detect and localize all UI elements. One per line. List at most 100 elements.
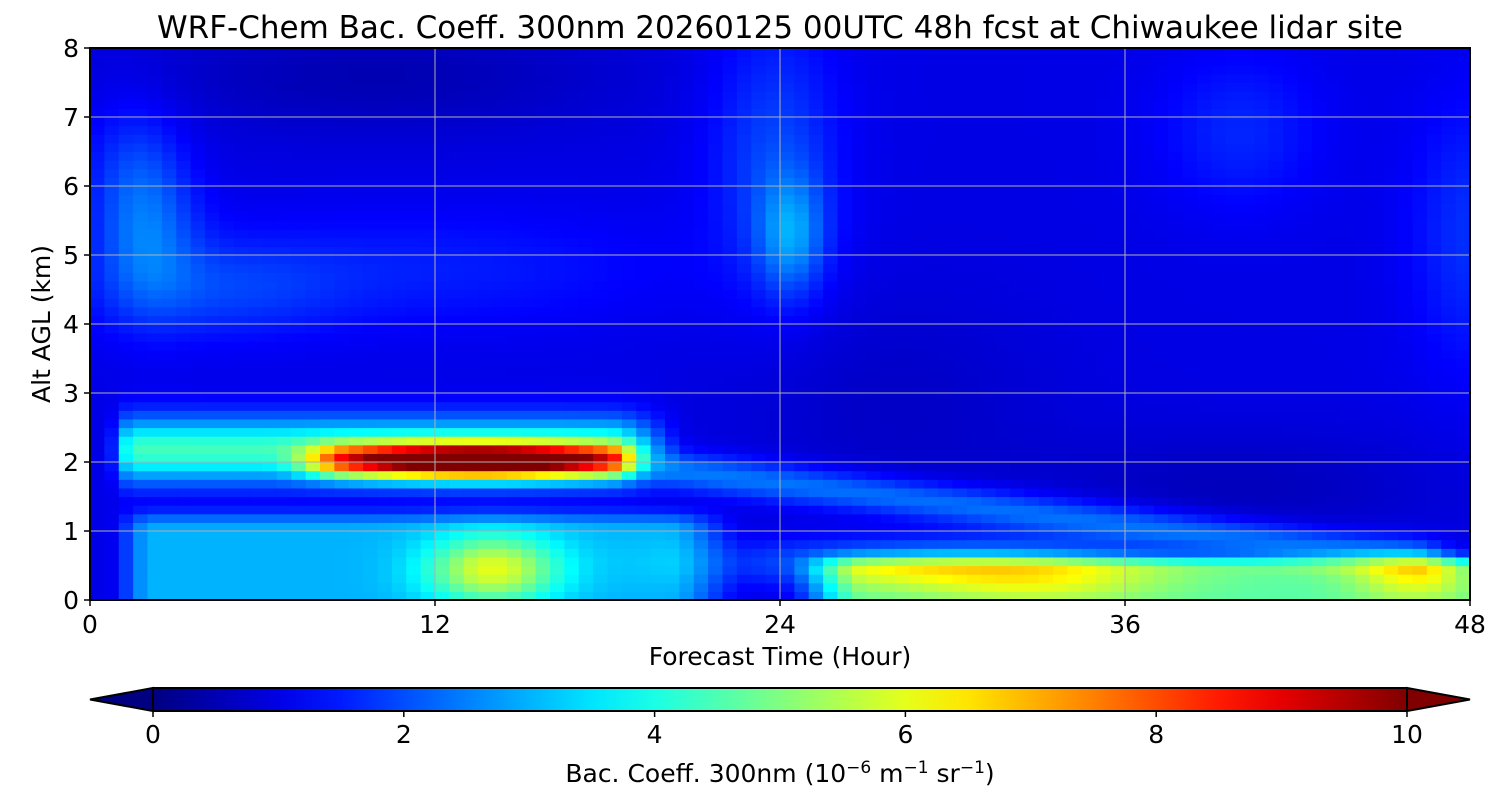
heatmap-cell xyxy=(334,487,350,498)
heatmap-cell xyxy=(1153,565,1169,575)
heatmap-cell xyxy=(377,280,393,291)
heatmap-cell xyxy=(291,358,307,368)
heatmap-cell xyxy=(880,522,896,532)
heatmap-cell xyxy=(1038,539,1054,549)
heatmap-cell xyxy=(995,272,1011,282)
heatmap-cell xyxy=(104,332,120,342)
heatmap-cell xyxy=(938,263,954,273)
heatmap-cell xyxy=(722,82,738,92)
heatmap-cell xyxy=(952,211,968,222)
heatmap-cell xyxy=(780,358,795,368)
heatmap-cell xyxy=(535,194,551,204)
heatmap-cell xyxy=(1139,117,1155,127)
heatmap-cell xyxy=(794,99,810,109)
heatmap-cell xyxy=(262,522,278,532)
heatmap-cell xyxy=(291,125,307,135)
heatmap-cell xyxy=(995,367,1011,377)
heatmap-cell xyxy=(751,255,767,265)
heatmap-cell xyxy=(435,487,450,498)
heatmap-cell xyxy=(794,289,810,299)
heatmap-cell xyxy=(320,255,335,265)
heatmap-cell xyxy=(248,246,264,256)
heatmap-cell xyxy=(923,229,939,239)
heatmap-cell xyxy=(463,186,479,196)
heatmap-cell xyxy=(1067,384,1083,394)
heatmap-cell xyxy=(1182,229,1198,239)
heatmap-cell xyxy=(938,315,954,325)
heatmap-cell xyxy=(118,531,134,541)
heatmap-cell xyxy=(895,393,910,403)
heatmap-cell xyxy=(607,186,623,196)
heatmap-cell xyxy=(478,289,494,299)
heatmap-cell xyxy=(636,117,652,127)
heatmap-cell xyxy=(248,418,264,429)
heatmap-cell xyxy=(506,134,522,144)
heatmap-cell xyxy=(751,427,767,437)
heatmap-cell xyxy=(708,151,724,161)
heatmap-cell xyxy=(636,591,652,600)
heatmap-cell xyxy=(1010,142,1025,153)
heatmap-cell xyxy=(1010,168,1025,178)
heatmap-cell xyxy=(550,332,565,342)
heatmap-cell xyxy=(334,56,350,66)
heatmap-cell xyxy=(981,496,997,506)
heatmap-cell xyxy=(823,125,839,135)
heatmap-cell xyxy=(880,56,896,66)
heatmap-cell xyxy=(708,324,724,334)
heatmap-cell xyxy=(895,125,910,135)
heatmap-cell xyxy=(320,203,335,213)
heatmap-cell xyxy=(449,565,465,575)
heatmap-cell xyxy=(1096,591,1112,600)
heatmap-cell xyxy=(1096,194,1112,204)
heatmap-cell xyxy=(161,160,177,170)
heatmap-cell xyxy=(550,418,565,429)
heatmap-cell xyxy=(679,246,695,256)
heatmap-cell xyxy=(506,539,522,549)
heatmap-cell xyxy=(909,151,925,161)
heatmap-cell xyxy=(1168,384,1184,394)
heatmap-cell xyxy=(823,237,839,247)
heatmap-cell xyxy=(1038,108,1054,118)
heatmap-cell xyxy=(133,375,149,385)
heatmap-cell xyxy=(391,177,407,187)
heatmap-cell xyxy=(248,393,264,403)
heatmap-cell xyxy=(1182,177,1198,187)
heatmap-cell xyxy=(276,65,292,75)
heatmap-cell xyxy=(851,56,867,66)
heatmap-cell xyxy=(305,168,321,178)
heatmap-cell xyxy=(1182,306,1198,316)
heatmap-cell xyxy=(506,65,522,75)
heatmap-cell xyxy=(564,99,580,109)
heatmap-cell xyxy=(823,177,839,187)
heatmap-cell xyxy=(305,272,321,282)
heatmap-cell xyxy=(449,358,465,368)
heatmap-cell xyxy=(1139,91,1155,101)
heatmap-cell xyxy=(607,315,623,325)
heatmap-cell xyxy=(1024,255,1040,265)
heatmap-cell xyxy=(837,565,853,575)
heatmap-cell xyxy=(808,418,824,429)
heatmap-cell xyxy=(1168,91,1184,101)
heatmap-cell xyxy=(636,246,652,256)
heatmap-cell xyxy=(262,418,278,429)
heatmap-cell xyxy=(823,505,839,515)
heatmap-cell xyxy=(478,263,494,273)
heatmap-cell xyxy=(952,246,968,256)
heatmap-cell xyxy=(1038,565,1054,575)
heatmap-cell xyxy=(780,410,795,420)
heatmap-cell xyxy=(320,194,335,204)
heatmap-cell xyxy=(650,142,666,153)
heatmap-cell xyxy=(665,332,680,342)
heatmap-cell xyxy=(118,505,134,515)
heatmap-cell xyxy=(348,539,364,549)
heatmap-cell xyxy=(291,73,307,84)
heatmap-cell xyxy=(190,280,206,291)
heatmap-cell xyxy=(808,280,824,291)
heatmap-cell xyxy=(219,324,235,334)
heatmap-cell xyxy=(1153,505,1169,515)
heatmap-cell xyxy=(1067,99,1083,109)
heatmap-cell xyxy=(1038,574,1054,584)
heatmap-cell xyxy=(406,177,422,187)
heatmap-cell xyxy=(449,591,465,600)
heatmap-cell xyxy=(665,315,680,325)
